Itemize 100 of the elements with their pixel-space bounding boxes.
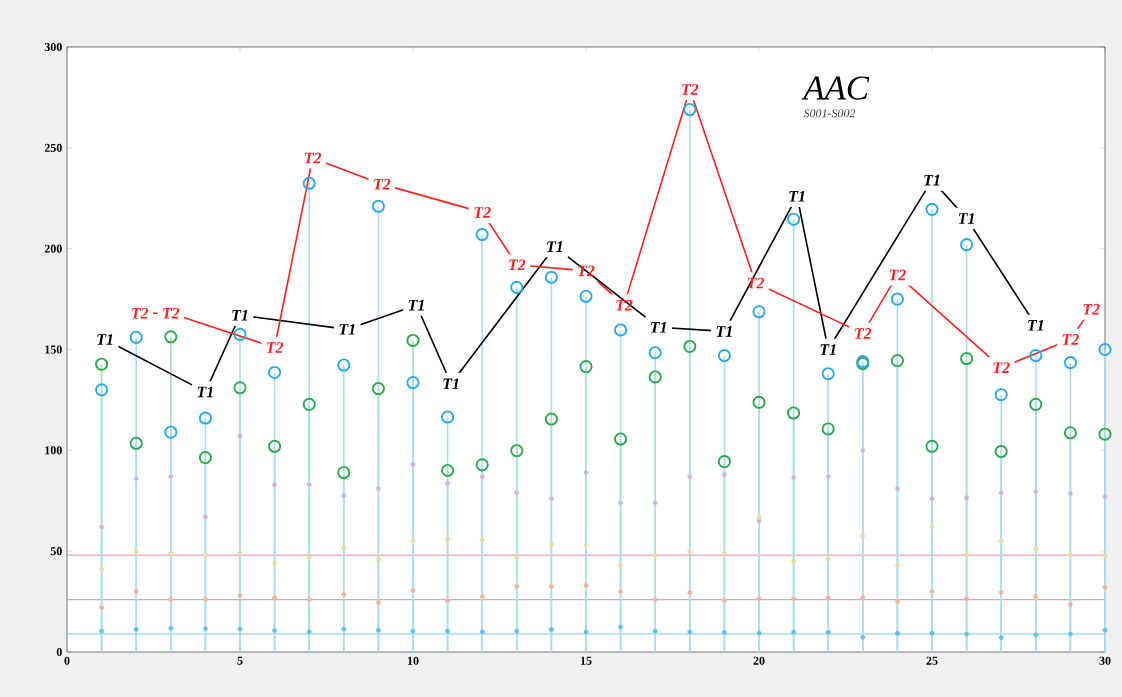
point (648, 370, 662, 384)
point (268, 365, 282, 380)
point (341, 493, 347, 499)
point (237, 626, 243, 632)
point (791, 629, 796, 635)
point (371, 382, 385, 396)
point (168, 625, 174, 631)
point (687, 629, 693, 635)
point (687, 590, 693, 595)
point (960, 238, 974, 252)
data-label: T1 (716, 326, 732, 337)
point (791, 475, 796, 480)
y-tick-label: 100 (45, 446, 62, 455)
point (583, 470, 589, 475)
point (133, 476, 139, 481)
point (129, 436, 143, 450)
point (549, 584, 554, 589)
point (376, 486, 381, 492)
point (583, 542, 589, 548)
point (756, 518, 762, 524)
data-label: T1 (408, 299, 424, 311)
point (95, 383, 109, 397)
point (337, 465, 351, 480)
data-label: T1 (97, 334, 113, 345)
point (787, 406, 801, 420)
data-label: T1 (820, 344, 836, 355)
point (618, 624, 624, 630)
point (998, 490, 1004, 496)
point (890, 354, 904, 368)
point (579, 289, 593, 303)
point (99, 605, 105, 611)
point (410, 462, 416, 467)
point (791, 596, 796, 601)
data-label: T1 (443, 378, 459, 390)
point (614, 323, 628, 337)
point (1029, 349, 1043, 363)
point (964, 631, 969, 637)
point (233, 327, 247, 341)
x-tick-label: 20 (753, 656, 765, 665)
y-tick-label: 0 (56, 647, 62, 657)
point (544, 270, 558, 284)
point (233, 381, 247, 395)
point (825, 595, 831, 600)
point (1033, 489, 1039, 495)
point (376, 627, 381, 633)
point (683, 102, 697, 117)
point (821, 422, 835, 436)
point (925, 439, 939, 453)
point (168, 474, 174, 479)
point (687, 548, 693, 554)
point (306, 629, 312, 635)
y-tick-label: 150 (45, 345, 62, 354)
point (272, 560, 278, 566)
point (306, 597, 312, 602)
point (445, 481, 451, 487)
x-tick-label: 10 (407, 656, 419, 665)
data-label: T2 (509, 259, 526, 271)
point (341, 626, 347, 632)
point (549, 496, 554, 502)
data-label: T1 (232, 309, 248, 321)
point (99, 628, 105, 634)
text: AAC (801, 76, 870, 100)
point (614, 432, 628, 446)
point (164, 330, 178, 344)
point (376, 556, 381, 562)
point (964, 495, 969, 501)
point (895, 562, 900, 568)
point (1098, 342, 1112, 357)
point (337, 358, 351, 372)
point (925, 202, 939, 216)
point (514, 554, 520, 560)
point (510, 444, 524, 458)
text: S001-S002 (803, 109, 856, 118)
point (410, 588, 416, 593)
point (203, 626, 208, 632)
point (479, 537, 485, 543)
point (583, 629, 589, 635)
point (722, 472, 727, 477)
point (514, 628, 520, 634)
point (549, 541, 554, 547)
data-label: T2 (889, 269, 906, 281)
point (479, 629, 485, 635)
point (1068, 602, 1073, 608)
point (964, 551, 969, 557)
point (1063, 356, 1077, 370)
data-label: T2 (163, 307, 180, 319)
data-label: T1 (650, 322, 666, 333)
x-tick-label: 25 (926, 656, 938, 665)
point (272, 595, 278, 600)
point (1102, 494, 1108, 500)
point (929, 524, 935, 530)
point (133, 627, 139, 632)
data-label: T2 (993, 362, 1010, 373)
point (652, 552, 658, 558)
point (203, 514, 208, 520)
point (722, 598, 727, 603)
point (99, 524, 105, 530)
point (618, 562, 624, 568)
point (272, 482, 278, 488)
point (99, 566, 105, 572)
